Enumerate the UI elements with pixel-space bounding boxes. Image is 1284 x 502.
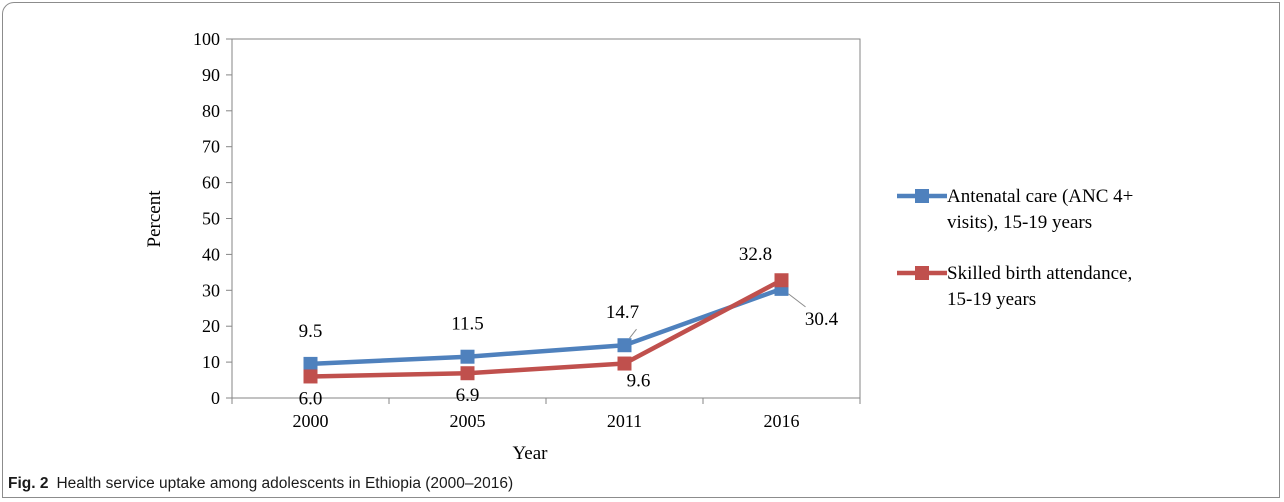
plot-border <box>231 38 861 399</box>
y-tick-label: 100 <box>193 29 220 49</box>
legend-label: Skilled birth attendance, <box>947 263 1132 284</box>
x-axis-title: Year <box>512 443 548 464</box>
data-label: 32.8 <box>739 244 772 265</box>
y-tick-label: 80 <box>202 101 220 121</box>
figure-caption: Fig. 2 Health service uptake among adoles… <box>8 475 513 493</box>
series-marker <box>460 366 475 381</box>
x-axis-ticks: 2000 2005 2011 2016 <box>231 398 861 431</box>
y-tick-label: 30 <box>202 280 220 300</box>
series-1 <box>303 281 789 371</box>
legend-label: 15-19 years <box>947 289 1036 310</box>
legend-label: Antenatal care (ANC 4+ <box>947 186 1133 207</box>
series-2 <box>303 273 789 384</box>
caption-text: Health service uptake among adolescents … <box>56 475 514 492</box>
x-tick-label: 2005 <box>450 411 486 431</box>
legend: Antenatal care (ANC 4+ visits), 15-19 yea… <box>897 186 1133 310</box>
y-tick-label: 10 <box>202 352 220 372</box>
x-tick-label: 2000 <box>293 411 329 431</box>
y-tick-label: 60 <box>202 173 220 193</box>
legend-item: Antenatal care (ANC 4+ visits), 15-19 yea… <box>897 186 1133 233</box>
series-layer: 9.5 11.5 14.7 30.4 6.0 6.9 9.6 32.8 <box>299 244 839 409</box>
data-label: 6.9 <box>456 385 480 406</box>
series-marker <box>774 273 789 288</box>
y-tick-label: 40 <box>202 244 220 264</box>
data-label: 9.6 <box>627 371 651 392</box>
data-label: 6.0 <box>299 388 323 409</box>
label-leader-line <box>629 328 637 339</box>
legend-label: visits), 15-19 years <box>947 212 1092 233</box>
y-tick-label: 20 <box>202 316 220 336</box>
y-tick-label: 0 <box>211 388 220 408</box>
y-tick-label: 70 <box>202 137 220 157</box>
series-marker <box>303 369 318 384</box>
legend-marker <box>915 266 929 280</box>
data-label: 9.5 <box>299 321 323 342</box>
y-tick-label: 50 <box>202 209 220 229</box>
series-line <box>310 278 783 379</box>
figure-label: Fig. 2 <box>8 475 49 492</box>
x-tick-label: 2011 <box>607 411 642 431</box>
series-marker <box>460 349 475 364</box>
series-marker <box>617 356 632 371</box>
series-marker <box>303 356 318 371</box>
plot-area <box>231 38 861 399</box>
label-leader-line <box>788 293 806 308</box>
data-label: 14.7 <box>606 302 639 323</box>
legend-marker <box>915 189 929 203</box>
data-label: 11.5 <box>451 314 484 335</box>
data-label: 30.4 <box>805 309 839 330</box>
legend-item: Skilled birth attendance, 15-19 years <box>897 263 1132 310</box>
y-axis-title: Percent <box>144 190 165 248</box>
series-marker <box>617 338 632 353</box>
x-tick-label: 2016 <box>764 411 800 431</box>
y-axis-ticks: 0 10 20 30 40 50 60 70 80 90 100 <box>193 29 232 408</box>
series-line <box>310 286 783 367</box>
y-tick-label: 90 <box>202 65 220 85</box>
